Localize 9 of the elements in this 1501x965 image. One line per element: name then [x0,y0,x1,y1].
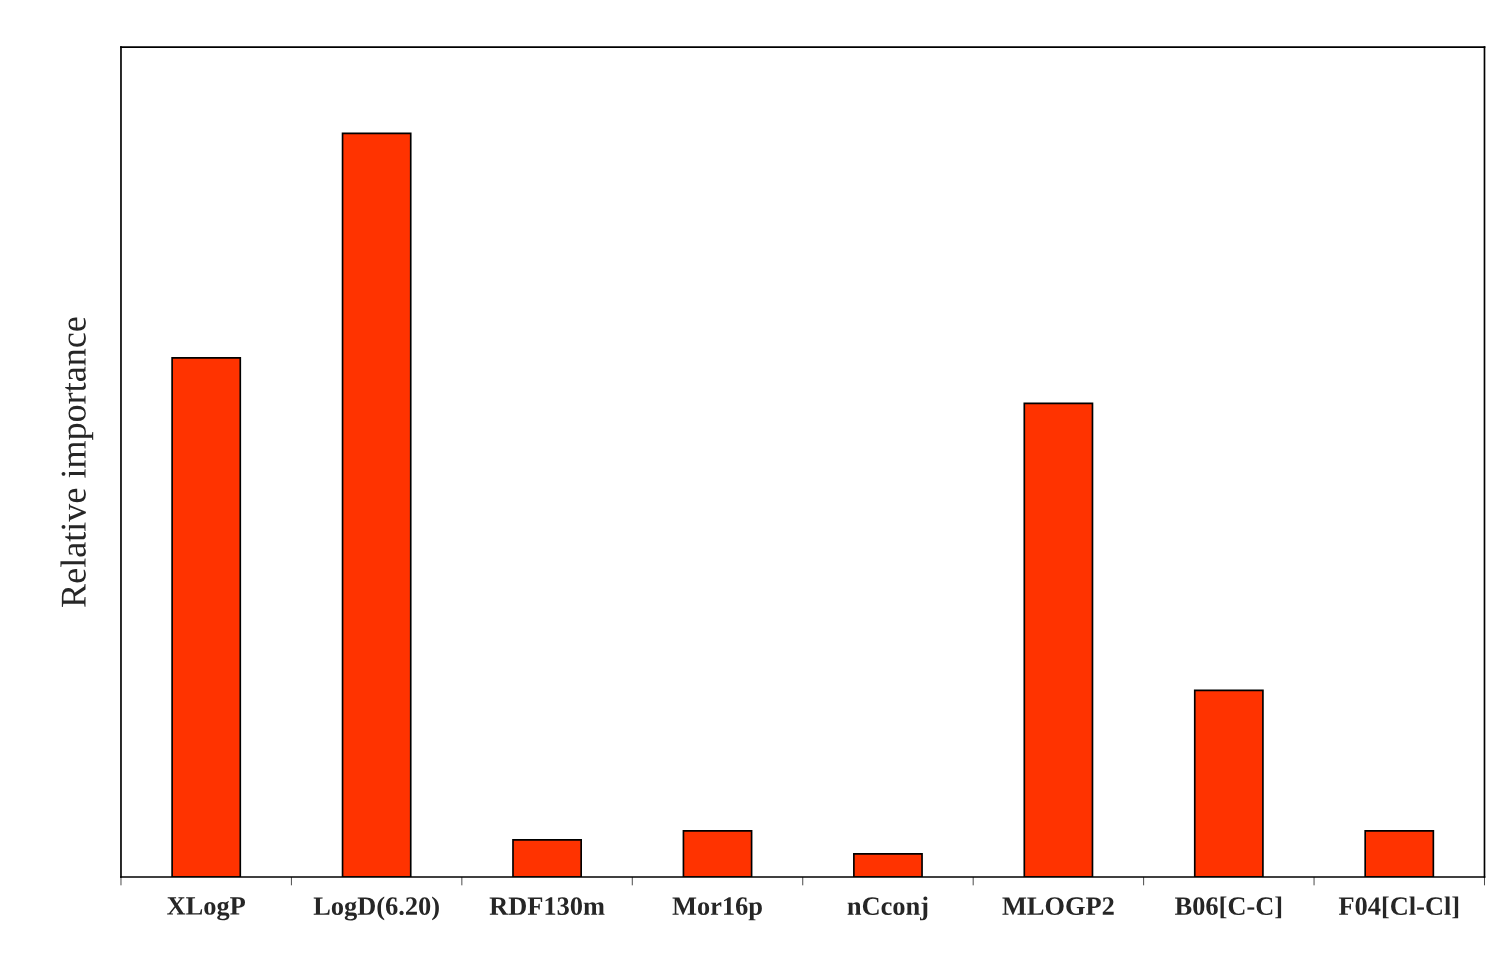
x-tick-label: MLOGP2 [1002,897,1114,916]
x-tick-label: RDF130m [489,897,605,916]
x-tick-label: B06[C-C] [1175,896,1282,919]
x-tick-label: nCconj [847,896,928,921]
x-tick-label: Mor16p [672,897,762,921]
x-tick-label: LogD(6.20) [313,896,439,921]
x-tick-label: XLogP [167,897,246,921]
x-tick-label: F04[Cl-Cl] [1338,896,1459,919]
y-axis-title: Relative importance [60,317,94,607]
